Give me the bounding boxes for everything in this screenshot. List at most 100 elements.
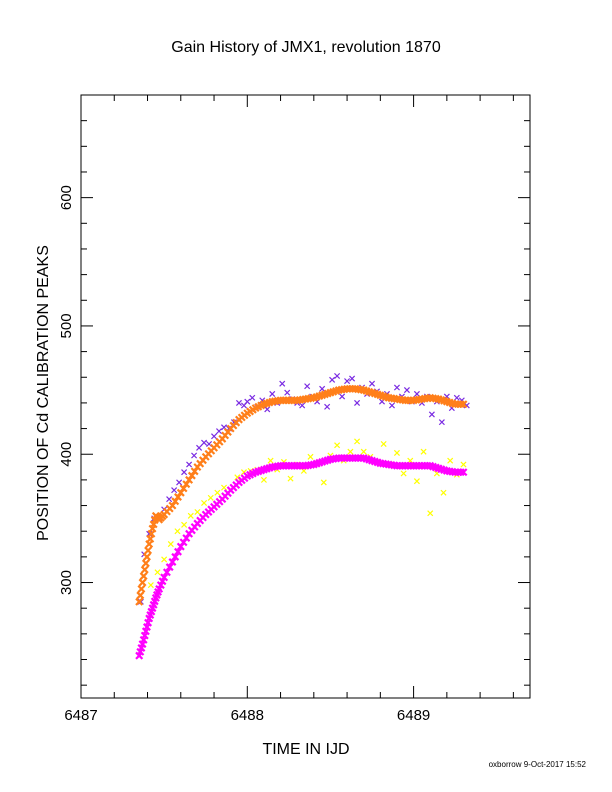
y-tick-label: 400 [58, 442, 75, 467]
data-point [201, 439, 208, 446]
data-point [334, 372, 341, 379]
data-point [165, 563, 174, 572]
data-point [427, 510, 434, 517]
x-tick-label: 6487 [64, 707, 97, 724]
data-point [216, 428, 223, 435]
series-3 [135, 454, 468, 660]
chart-title: Gain History of JMX1, revolution 1870 [171, 39, 441, 56]
data-point [334, 442, 341, 449]
data-point [287, 475, 294, 482]
data-point [428, 411, 435, 418]
data-point [400, 470, 407, 477]
data-point [168, 558, 177, 566]
data-point [147, 582, 154, 589]
data-point [166, 496, 173, 503]
x-axis-label: TIME IN IJD [262, 741, 349, 758]
data-point [249, 394, 256, 401]
data-point [211, 433, 218, 440]
data-point [196, 444, 203, 451]
data-point [380, 440, 387, 447]
data-point [214, 489, 221, 496]
data-point [339, 393, 346, 400]
data-point [459, 468, 468, 477]
data-point [235, 399, 243, 406]
data-point [174, 547, 182, 556]
data-point [139, 572, 148, 581]
data-marks [135, 372, 470, 660]
data-point [438, 419, 445, 426]
data-point [136, 591, 145, 600]
data-point [171, 552, 180, 561]
data-point [393, 384, 400, 391]
data-point [244, 398, 251, 405]
series-1 [135, 384, 468, 606]
plot-frame [80, 94, 531, 699]
data-point [388, 402, 395, 409]
data-point [191, 452, 198, 459]
data-point [440, 489, 447, 496]
data-point [354, 438, 361, 445]
data-point [171, 487, 178, 494]
data-point [393, 449, 400, 456]
data-point [279, 380, 286, 387]
data-point [304, 383, 311, 390]
data-point [264, 406, 271, 413]
data-point [368, 380, 376, 387]
data-point [162, 568, 171, 577]
data-point [354, 399, 361, 406]
data-point [174, 528, 181, 535]
data-point [413, 478, 420, 485]
data-point [135, 597, 144, 606]
data-point [413, 390, 420, 397]
data-point [161, 556, 168, 563]
data-point [181, 521, 188, 528]
data-point [194, 508, 201, 515]
data-point [207, 494, 214, 501]
data-point [349, 375, 356, 382]
data-point [307, 453, 314, 460]
y-axis-label: POSITION OF Cd CALIBRATION PEAKS [35, 245, 52, 541]
footer-timestamp: oxborrow 9-Oct-2017 15:52 [489, 760, 587, 769]
data-point [347, 448, 354, 455]
data-point [269, 390, 276, 397]
x-axis-ticks: 6487 6488 6489 [64, 95, 514, 724]
data-point [220, 484, 228, 491]
data-point [320, 479, 327, 486]
data-point [447, 457, 454, 464]
data-point [137, 584, 146, 593]
data-point [319, 385, 326, 392]
data-point [154, 569, 161, 576]
data-point [460, 461, 467, 468]
data-point [459, 400, 468, 409]
data-point [267, 457, 274, 464]
data-point [176, 479, 183, 486]
y-tick-label: 500 [58, 313, 75, 338]
x-tick-label: 6488 [231, 707, 264, 724]
data-point [403, 387, 410, 394]
data-point [140, 565, 149, 574]
data-point [137, 598, 144, 605]
y-axis-ticks: 300 400 500 600 [58, 94, 530, 686]
data-point [260, 476, 267, 483]
data-point [167, 541, 174, 548]
data-point [186, 461, 193, 468]
data-point [160, 573, 169, 582]
data-point [299, 402, 306, 409]
data-point [201, 499, 208, 507]
data-point [324, 403, 331, 410]
data-point [141, 559, 150, 568]
data-point [181, 469, 188, 476]
series-2 [147, 438, 467, 589]
data-point [144, 546, 153, 555]
data-point [142, 552, 151, 561]
y-tick-label: 600 [58, 185, 75, 210]
data-point [138, 578, 147, 587]
data-point [360, 448, 367, 455]
data-point [453, 394, 460, 401]
y-tick-label: 300 [58, 570, 75, 595]
data-point [187, 512, 194, 519]
series-0 [137, 372, 470, 605]
data-point [420, 448, 427, 455]
x-tick-label: 6489 [397, 707, 430, 724]
